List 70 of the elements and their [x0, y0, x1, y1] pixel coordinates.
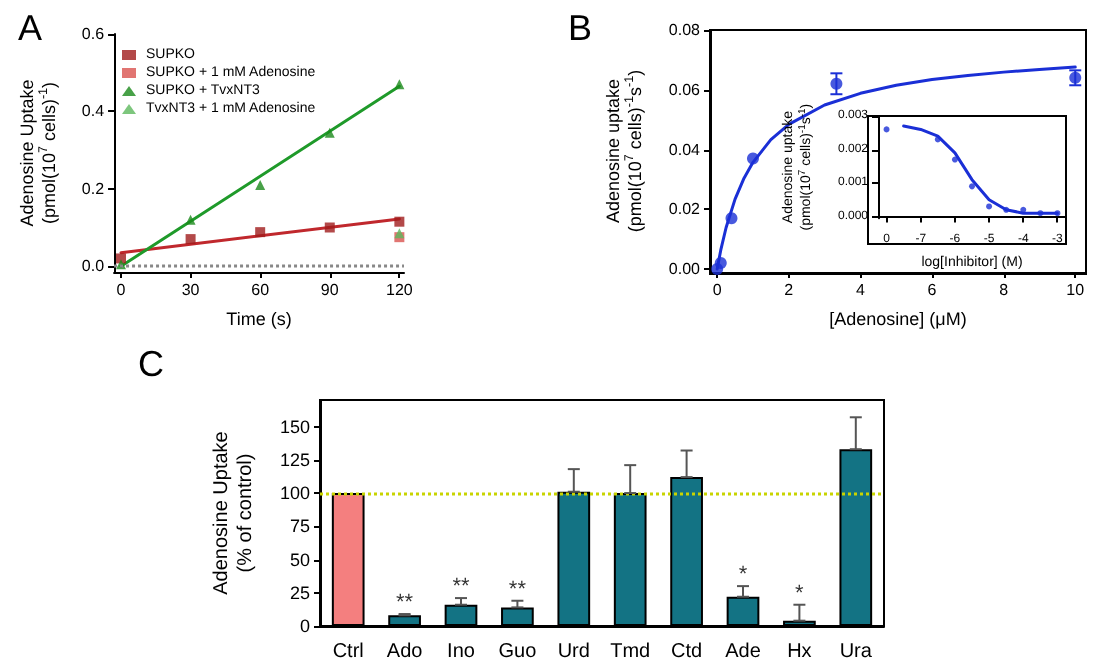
x-tick-label: Hx [787, 641, 812, 663]
x-tick-label: 8 [999, 281, 1010, 299]
point [883, 126, 890, 133]
chart-title: B [568, 8, 593, 48]
y-tick-label: 0.06 [668, 80, 702, 99]
y-tick-label: 0.0 [81, 257, 106, 276]
point [1020, 206, 1027, 213]
point [746, 152, 759, 165]
x-tick-label: Ctd [671, 641, 703, 663]
x-tick-label: Ura [839, 641, 873, 663]
x-tick-label: Tmd [610, 641, 651, 663]
x-tick-label: 0 [712, 281, 723, 299]
y-axis-title: Adenosine Uptake (% of control) [211, 430, 258, 595]
x-tick-label: Ade [725, 641, 762, 663]
point [1003, 206, 1010, 213]
chart-title: A [18, 8, 43, 48]
point [185, 234, 196, 245]
point [934, 136, 941, 143]
x-tick-label: 60 [251, 281, 271, 299]
point [951, 156, 958, 163]
x-tick-label: Ino [447, 641, 476, 663]
x-tick-label: 2 [784, 281, 795, 299]
y-tick-label: 0.2 [81, 179, 106, 198]
point [394, 79, 405, 90]
y-tick-label: 50 [289, 549, 310, 570]
x-tick-label: 4 [855, 281, 866, 299]
point [324, 222, 335, 233]
x-tick-label: Guo [498, 641, 538, 663]
y-tick-label: 0.6 [81, 25, 106, 43]
y-tick-label: 0.02 [668, 200, 702, 219]
y-tick-label: 0 [299, 616, 310, 636]
point [1037, 210, 1044, 217]
y-tick-label: 125 [279, 449, 310, 470]
x-tick-label: 10 [1066, 281, 1086, 299]
y-tick-label: 0.04 [668, 140, 702, 159]
x-axis-title: Time (s) [226, 309, 292, 329]
x-tick-label: Ctrl [332, 641, 364, 663]
annotation: * [795, 581, 806, 606]
point [324, 127, 335, 138]
x-tick-label: 90 [320, 281, 340, 299]
annotation: * [738, 563, 749, 588]
x-tick-label: 0 [116, 281, 127, 299]
y-tick-label: 150 [279, 416, 310, 437]
point [714, 257, 727, 270]
line-series [902, 124, 1059, 215]
x-tick-label: Ado [386, 641, 424, 663]
annotation: ** [452, 575, 471, 600]
x-tick-label: 30 [181, 281, 201, 299]
y-tick-label: 100 [279, 483, 310, 504]
point [255, 179, 266, 190]
x-axis-title: [Adenosine] (μM) [829, 309, 967, 329]
x-tick-label: 120 [386, 281, 414, 299]
point [969, 183, 975, 190]
y-tick-label: 0.00 [668, 260, 702, 279]
y-tick-label: 0.08 [668, 21, 702, 39]
point [255, 227, 266, 238]
point [1054, 210, 1061, 217]
x-tick-label: 6 [927, 281, 938, 299]
point [986, 203, 993, 210]
annotation: ** [396, 591, 415, 616]
point [394, 216, 405, 227]
y-tick-label: 75 [289, 516, 310, 537]
annotation: ** [508, 577, 528, 602]
point [725, 212, 738, 225]
y-tick-label: 0.4 [81, 102, 106, 121]
y-tick-label: 25 [289, 582, 310, 603]
point [185, 214, 196, 225]
chart-title: C [138, 344, 164, 384]
x-tick-label: Urd [557, 641, 590, 663]
point [116, 253, 126, 264]
